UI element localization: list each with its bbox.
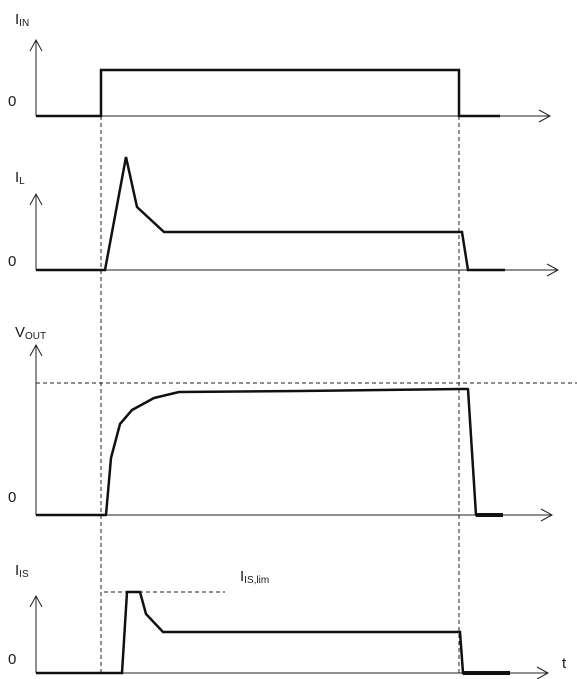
panel-iis-zero-label: 0	[8, 651, 16, 668]
panel-il-y-arrow	[29, 192, 43, 206]
panel-il-zero-label: 0	[8, 253, 16, 270]
panel-iis-limit-label: IIS,lim	[240, 568, 269, 586]
panel-vout-y-arrow	[29, 343, 43, 357]
panel-iin-label: IIN	[15, 11, 29, 29]
panel-iin-y-arrow	[29, 38, 43, 52]
panel-vout-zero-label: 0	[8, 489, 16, 506]
panel-vout-x-arrow	[540, 508, 554, 522]
panel-iin-zero-label: 0	[8, 93, 16, 110]
panel-il-label: IL	[15, 169, 25, 187]
time-axis-label: t	[562, 655, 567, 672]
panel-il-waveform	[36, 156, 505, 272]
panel-vout: VOUT 0	[8, 324, 577, 522]
panel-iis-waveform	[36, 590, 510, 675]
panel-iin-x-arrow	[538, 109, 552, 123]
panel-iis-x-arrow	[536, 666, 550, 679]
panel-iis: IIS 0 IIS,lim t	[8, 562, 567, 679]
panel-iin: IIN 0	[8, 11, 552, 123]
panel-vout-label: VOUT	[15, 324, 46, 342]
panel-iis-y-arrow	[29, 594, 43, 608]
panel-iin-waveform	[36, 68, 500, 118]
panel-iis-label: IIS	[15, 562, 29, 580]
panel-vout-waveform	[36, 387, 503, 517]
panel-il-x-arrow	[546, 263, 560, 277]
panel-il: IL 0	[8, 156, 560, 277]
